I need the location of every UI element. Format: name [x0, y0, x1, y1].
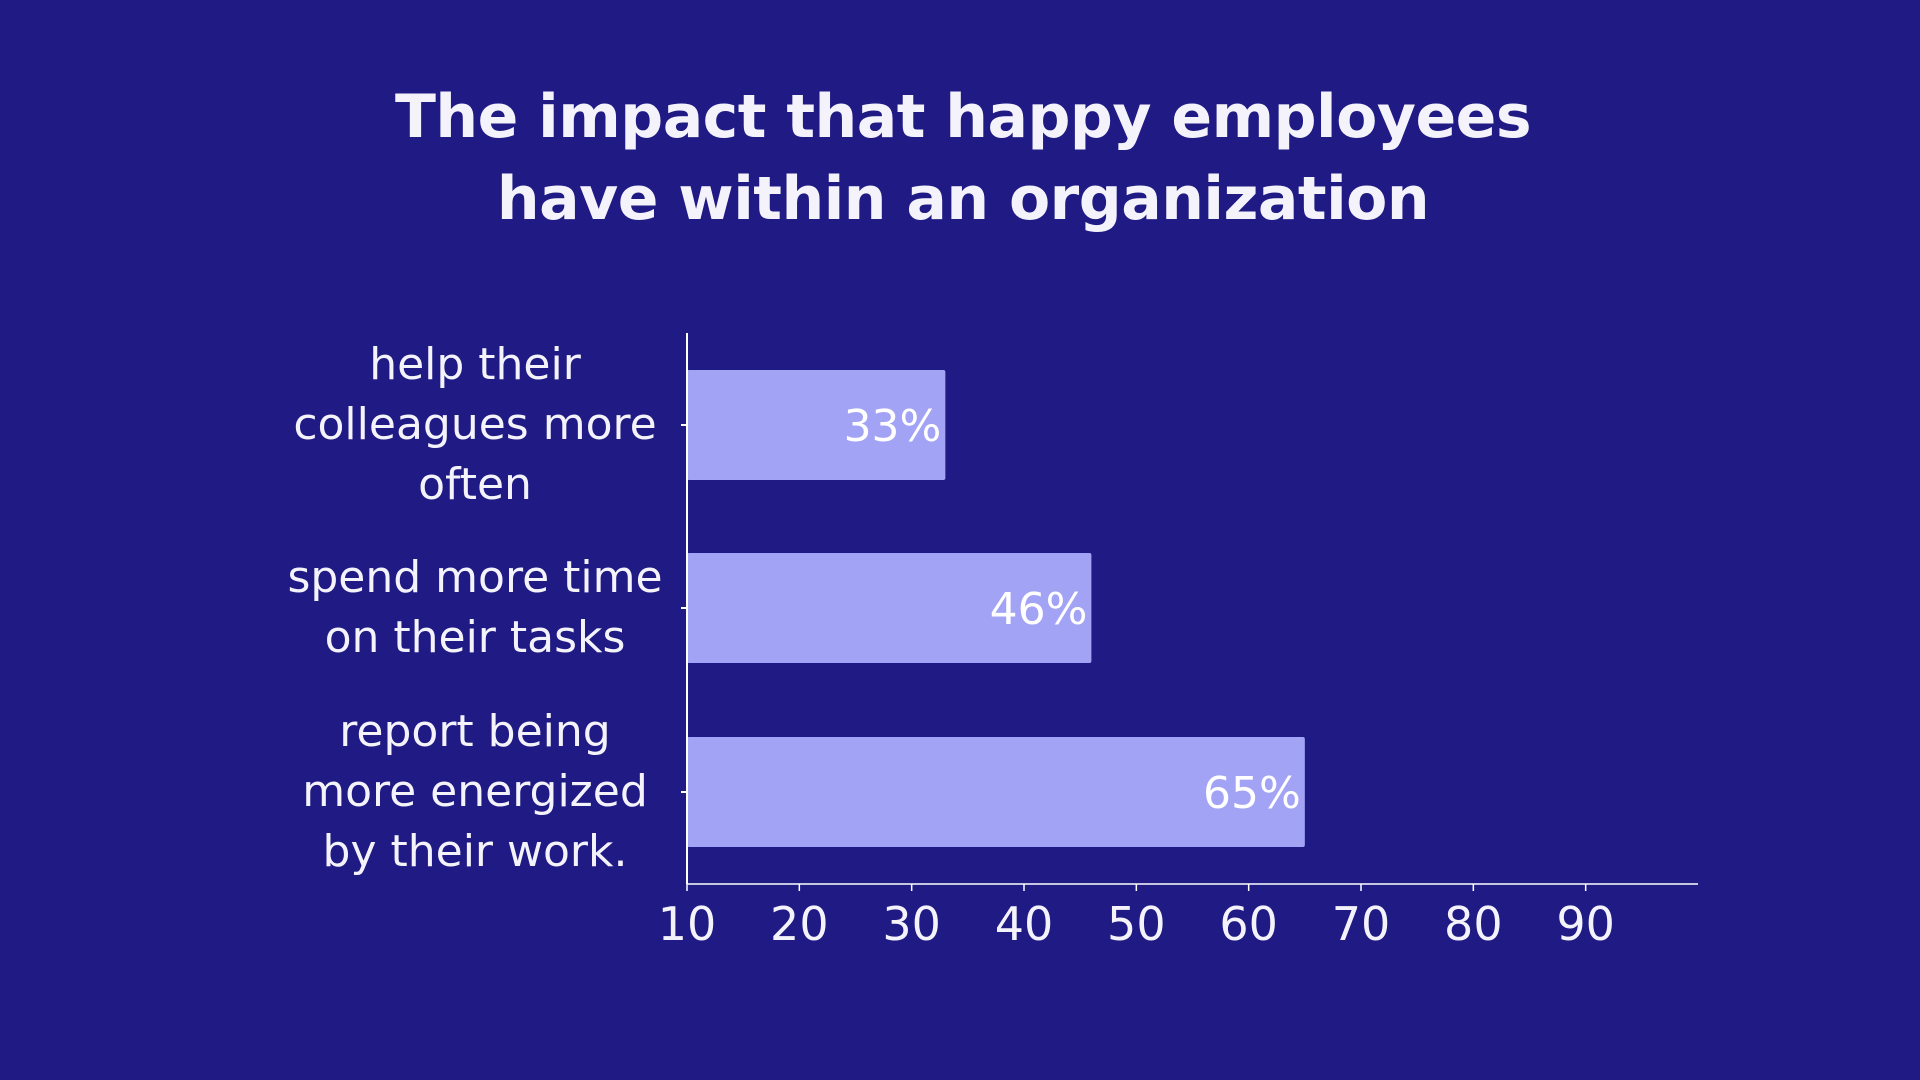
chart-title: The impact that happy employees have wit…	[0, 76, 1920, 240]
data-label: 33%	[844, 401, 942, 452]
category-label: report being more energized by their work.	[255, 702, 695, 882]
x-tick-label: 50	[1107, 897, 1166, 951]
data-label: 46%	[990, 584, 1088, 635]
bar	[687, 737, 1305, 847]
chart-title-line-1: The impact that happy employees	[394, 82, 1532, 152]
x-tick-label: 20	[770, 897, 829, 951]
category-label-line: by their work.	[322, 826, 628, 877]
category-label-line: on their tasks	[324, 612, 626, 663]
bar	[687, 553, 1092, 663]
chart-title-line-2: have within an organization	[496, 164, 1430, 234]
category-label-line: help their	[369, 339, 581, 390]
x-tick-label: 70	[1332, 897, 1391, 951]
category-label-line: often	[418, 459, 532, 510]
category-label-line: spend more time	[287, 552, 663, 603]
x-tick-label: 40	[995, 897, 1054, 951]
bar	[687, 370, 946, 480]
category-label: help their colleagues more often	[255, 335, 695, 515]
category-label-line: report being	[339, 706, 611, 757]
category-label-line: more energized	[302, 766, 648, 817]
category-label-line: colleagues more	[293, 399, 657, 450]
category-label: spend more time on their tasks	[255, 548, 695, 668]
data-label: 65%	[1203, 768, 1301, 819]
x-tick-label: 10	[658, 897, 717, 951]
x-tick-label: 60	[1219, 897, 1278, 951]
x-tick-label: 30	[882, 897, 941, 951]
x-tick-label: 90	[1556, 897, 1615, 951]
x-tick-label: 80	[1444, 897, 1503, 951]
